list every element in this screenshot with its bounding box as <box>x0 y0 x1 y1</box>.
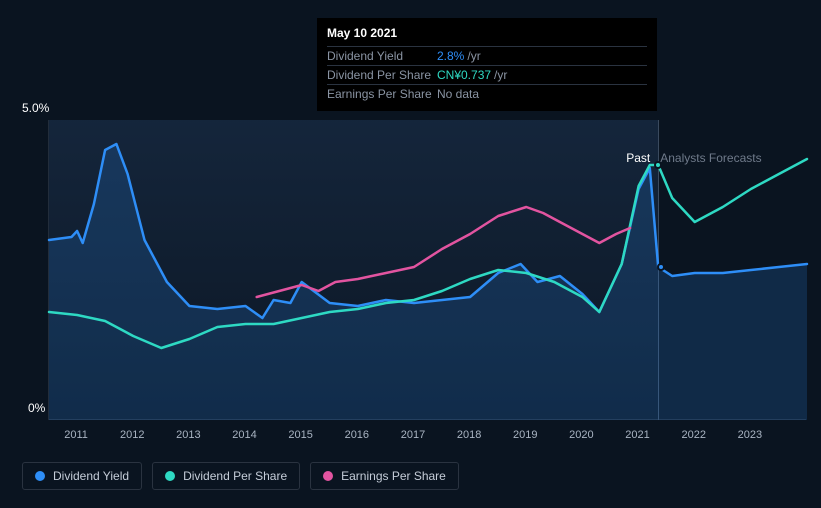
tooltip-value: No data <box>437 87 479 101</box>
x-tick: 2014 <box>232 429 256 441</box>
series-fill <box>49 144 807 420</box>
hover-dot <box>654 161 662 169</box>
tooltip-panel: May 10 2021 Dividend Yield2.8%/yrDividen… <box>317 18 657 111</box>
y-axis-max: 5.0% <box>22 101 49 115</box>
x-tick: 2020 <box>569 429 593 441</box>
series-line <box>257 207 630 297</box>
hover-dot <box>657 263 665 271</box>
x-tick: 2017 <box>401 429 425 441</box>
tooltip-date: May 10 2021 <box>327 26 647 44</box>
tooltip-label: Earnings Per Share <box>327 87 437 101</box>
x-tick: 2011 <box>64 429 88 441</box>
tooltip-row: Earnings Per ShareNo data <box>327 84 647 103</box>
legend-item[interactable]: Dividend Per Share <box>152 462 300 490</box>
tooltip-label: Dividend Yield <box>327 49 437 63</box>
x-tick: 2019 <box>513 429 537 441</box>
x-tick: 2012 <box>120 429 144 441</box>
tooltip-unit: /yr <box>467 49 480 63</box>
y-axis-min: 0% <box>28 401 45 415</box>
x-axis: 2011 2012 2013 2014 2015 2016 2017 2018 2019 2020… <box>48 425 806 445</box>
x-tick: 2022 <box>681 429 705 441</box>
chart-svg <box>49 120 807 420</box>
tooltip-row: Dividend Yield2.8%/yr <box>327 46 647 65</box>
x-tick: 2023 <box>738 429 762 441</box>
tooltip-value: 2.8% <box>437 49 464 63</box>
x-tick: 2018 <box>457 429 481 441</box>
legend-swatch <box>323 471 333 481</box>
legend-label: Dividend Per Share <box>183 469 287 483</box>
legend-label: Earnings Per Share <box>341 469 446 483</box>
tooltip-unit: /yr <box>494 68 507 82</box>
x-tick: 2016 <box>345 429 369 441</box>
legend-swatch <box>35 471 45 481</box>
legend-item[interactable]: Dividend Yield <box>22 462 142 490</box>
legend-swatch <box>165 471 175 481</box>
legend-label: Dividend Yield <box>53 469 129 483</box>
tooltip-value: CN¥0.737 <box>437 68 491 82</box>
chart-container: 5.0% 0% Past Analysts Forecasts 20112012… <box>0 95 821 425</box>
tooltip-label: Dividend Per Share <box>327 68 437 82</box>
legend-item[interactable]: Earnings Per Share <box>310 462 459 490</box>
x-tick: 2013 <box>176 429 200 441</box>
legend: Dividend Yield Dividend Per Share Earnings… <box>22 462 459 490</box>
x-tick: 2015 <box>288 429 312 441</box>
x-tick: 2021 <box>625 429 649 441</box>
tooltip-row: Dividend Per ShareCN¥0.737/yr <box>327 65 647 84</box>
plot-area[interactable]: Past Analysts Forecasts <box>48 120 806 420</box>
